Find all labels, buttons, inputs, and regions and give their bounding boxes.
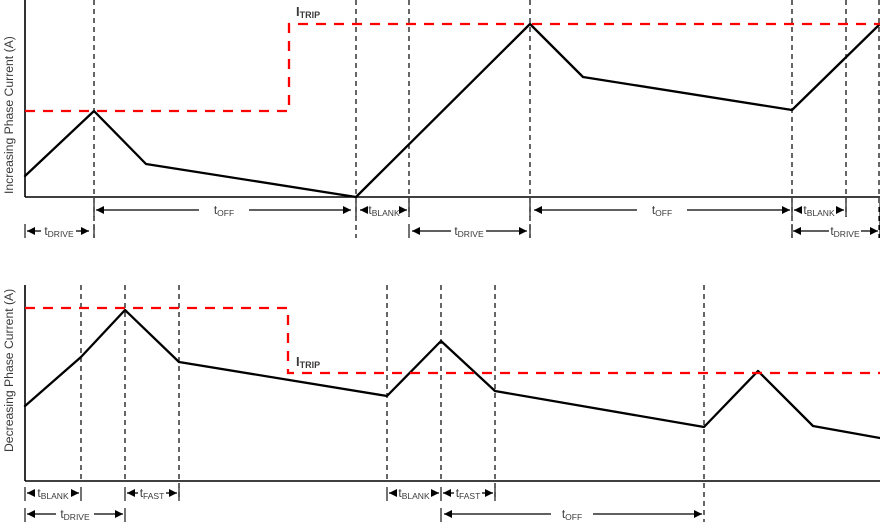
svg-text:Decreasing Phase Current (A): Decreasing Phase Current (A) (2, 289, 16, 452)
svg-text:Increasing Phase Current (A): Increasing Phase Current (A) (2, 36, 16, 194)
